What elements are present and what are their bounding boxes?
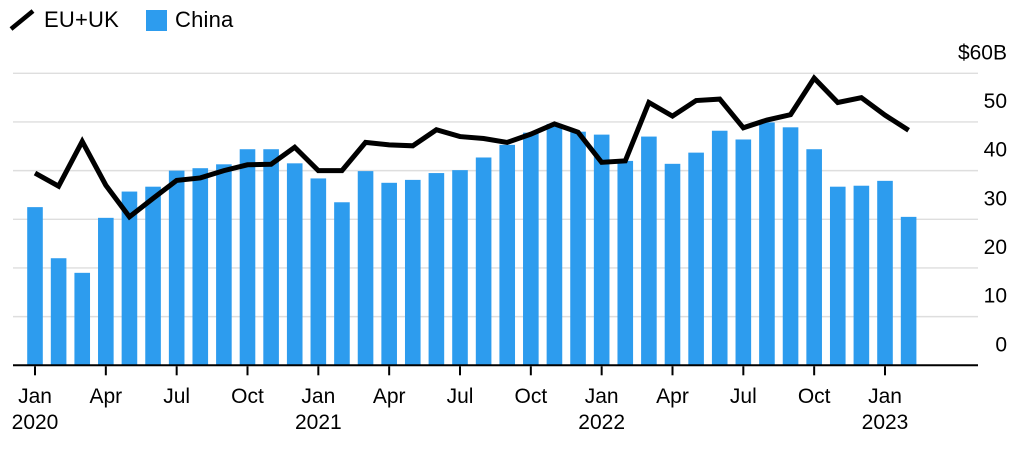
x-axis-month-label: Jan [18, 385, 52, 408]
bar-china [428, 173, 445, 366]
bar-china [523, 132, 539, 366]
bar-china [263, 149, 279, 366]
x-axis-month-label: Apr [373, 385, 406, 408]
china-square-swatch-icon [145, 9, 167, 31]
y-axis-label: 40 [984, 139, 1007, 162]
bar-china [381, 182, 397, 366]
bar-china [664, 163, 681, 366]
x-axis-year-label: 2023 [862, 411, 909, 434]
x-axis-month-label: Oct [231, 385, 264, 408]
eu-uk-line-swatch-icon [9, 9, 35, 31]
y-axis-label: 20 [984, 236, 1007, 259]
legend-item-china: China [145, 7, 234, 33]
bar-china [546, 123, 563, 366]
x-axis-year-label: 2021 [295, 411, 342, 434]
bar-china [168, 170, 185, 366]
bar-china [475, 157, 492, 366]
eu-uk-line [33, 74, 910, 221]
legend-item-eu-uk: EU+UK [8, 7, 119, 33]
bar-china [121, 191, 138, 366]
x-axis-month-label: Jan [868, 385, 902, 408]
x-axis-month-label: Oct [514, 385, 547, 408]
x-axis-month-label: Jul [163, 385, 190, 408]
bar-china [98, 217, 114, 366]
bar-china [853, 185, 870, 366]
x-axis-month-label: Oct [798, 385, 831, 408]
y-axis-label: 50 [984, 90, 1007, 113]
bar-china [782, 127, 799, 366]
x-axis-year-label: 2022 [578, 411, 625, 434]
bar-china [735, 139, 752, 366]
bar-china [145, 186, 161, 366]
bar-china [216, 164, 232, 366]
x-axis-month-label: Apr [656, 385, 689, 408]
x-axis-month-label: Jul [447, 385, 474, 408]
bar-china [688, 152, 704, 366]
x-axis-month-label: Apr [89, 385, 122, 408]
x-axis-month-label: Jul [730, 385, 757, 408]
bar-china [404, 179, 421, 366]
bar-china [877, 180, 893, 366]
bar-china [900, 216, 917, 366]
bar-china [617, 160, 634, 366]
bar-china [452, 170, 468, 366]
bar-china [286, 163, 303, 366]
y-axis-label: 10 [984, 285, 1007, 308]
x-axis-month-label: Jan [585, 385, 619, 408]
bar-china [357, 171, 374, 366]
bar-china [334, 202, 350, 366]
bar-china [570, 131, 586, 366]
bar-china [27, 207, 43, 366]
bar-china [499, 144, 516, 366]
bar-china [192, 168, 209, 366]
bar-china [74, 272, 91, 366]
bar-china [239, 149, 256, 366]
bar-china [806, 149, 822, 366]
y-axis-label: 30 [984, 187, 1007, 210]
bar-china [641, 136, 657, 366]
bar-china [711, 130, 728, 366]
bar-china [593, 134, 610, 366]
x-axis-month-label: Jan [301, 385, 335, 408]
bar-china [50, 258, 67, 366]
bar-china [310, 178, 327, 366]
x-axis-year-label: 2020 [12, 411, 59, 434]
bar-china [759, 122, 775, 366]
bar-china [829, 186, 846, 366]
legend: EU+UK China [8, 7, 233, 33]
y-axis-label: 0 [995, 333, 1007, 356]
y-axis-label: $60B [958, 41, 1007, 64]
legend-label-eu-uk: EU+UK [44, 7, 119, 32]
legend-label-china: China [174, 7, 234, 32]
